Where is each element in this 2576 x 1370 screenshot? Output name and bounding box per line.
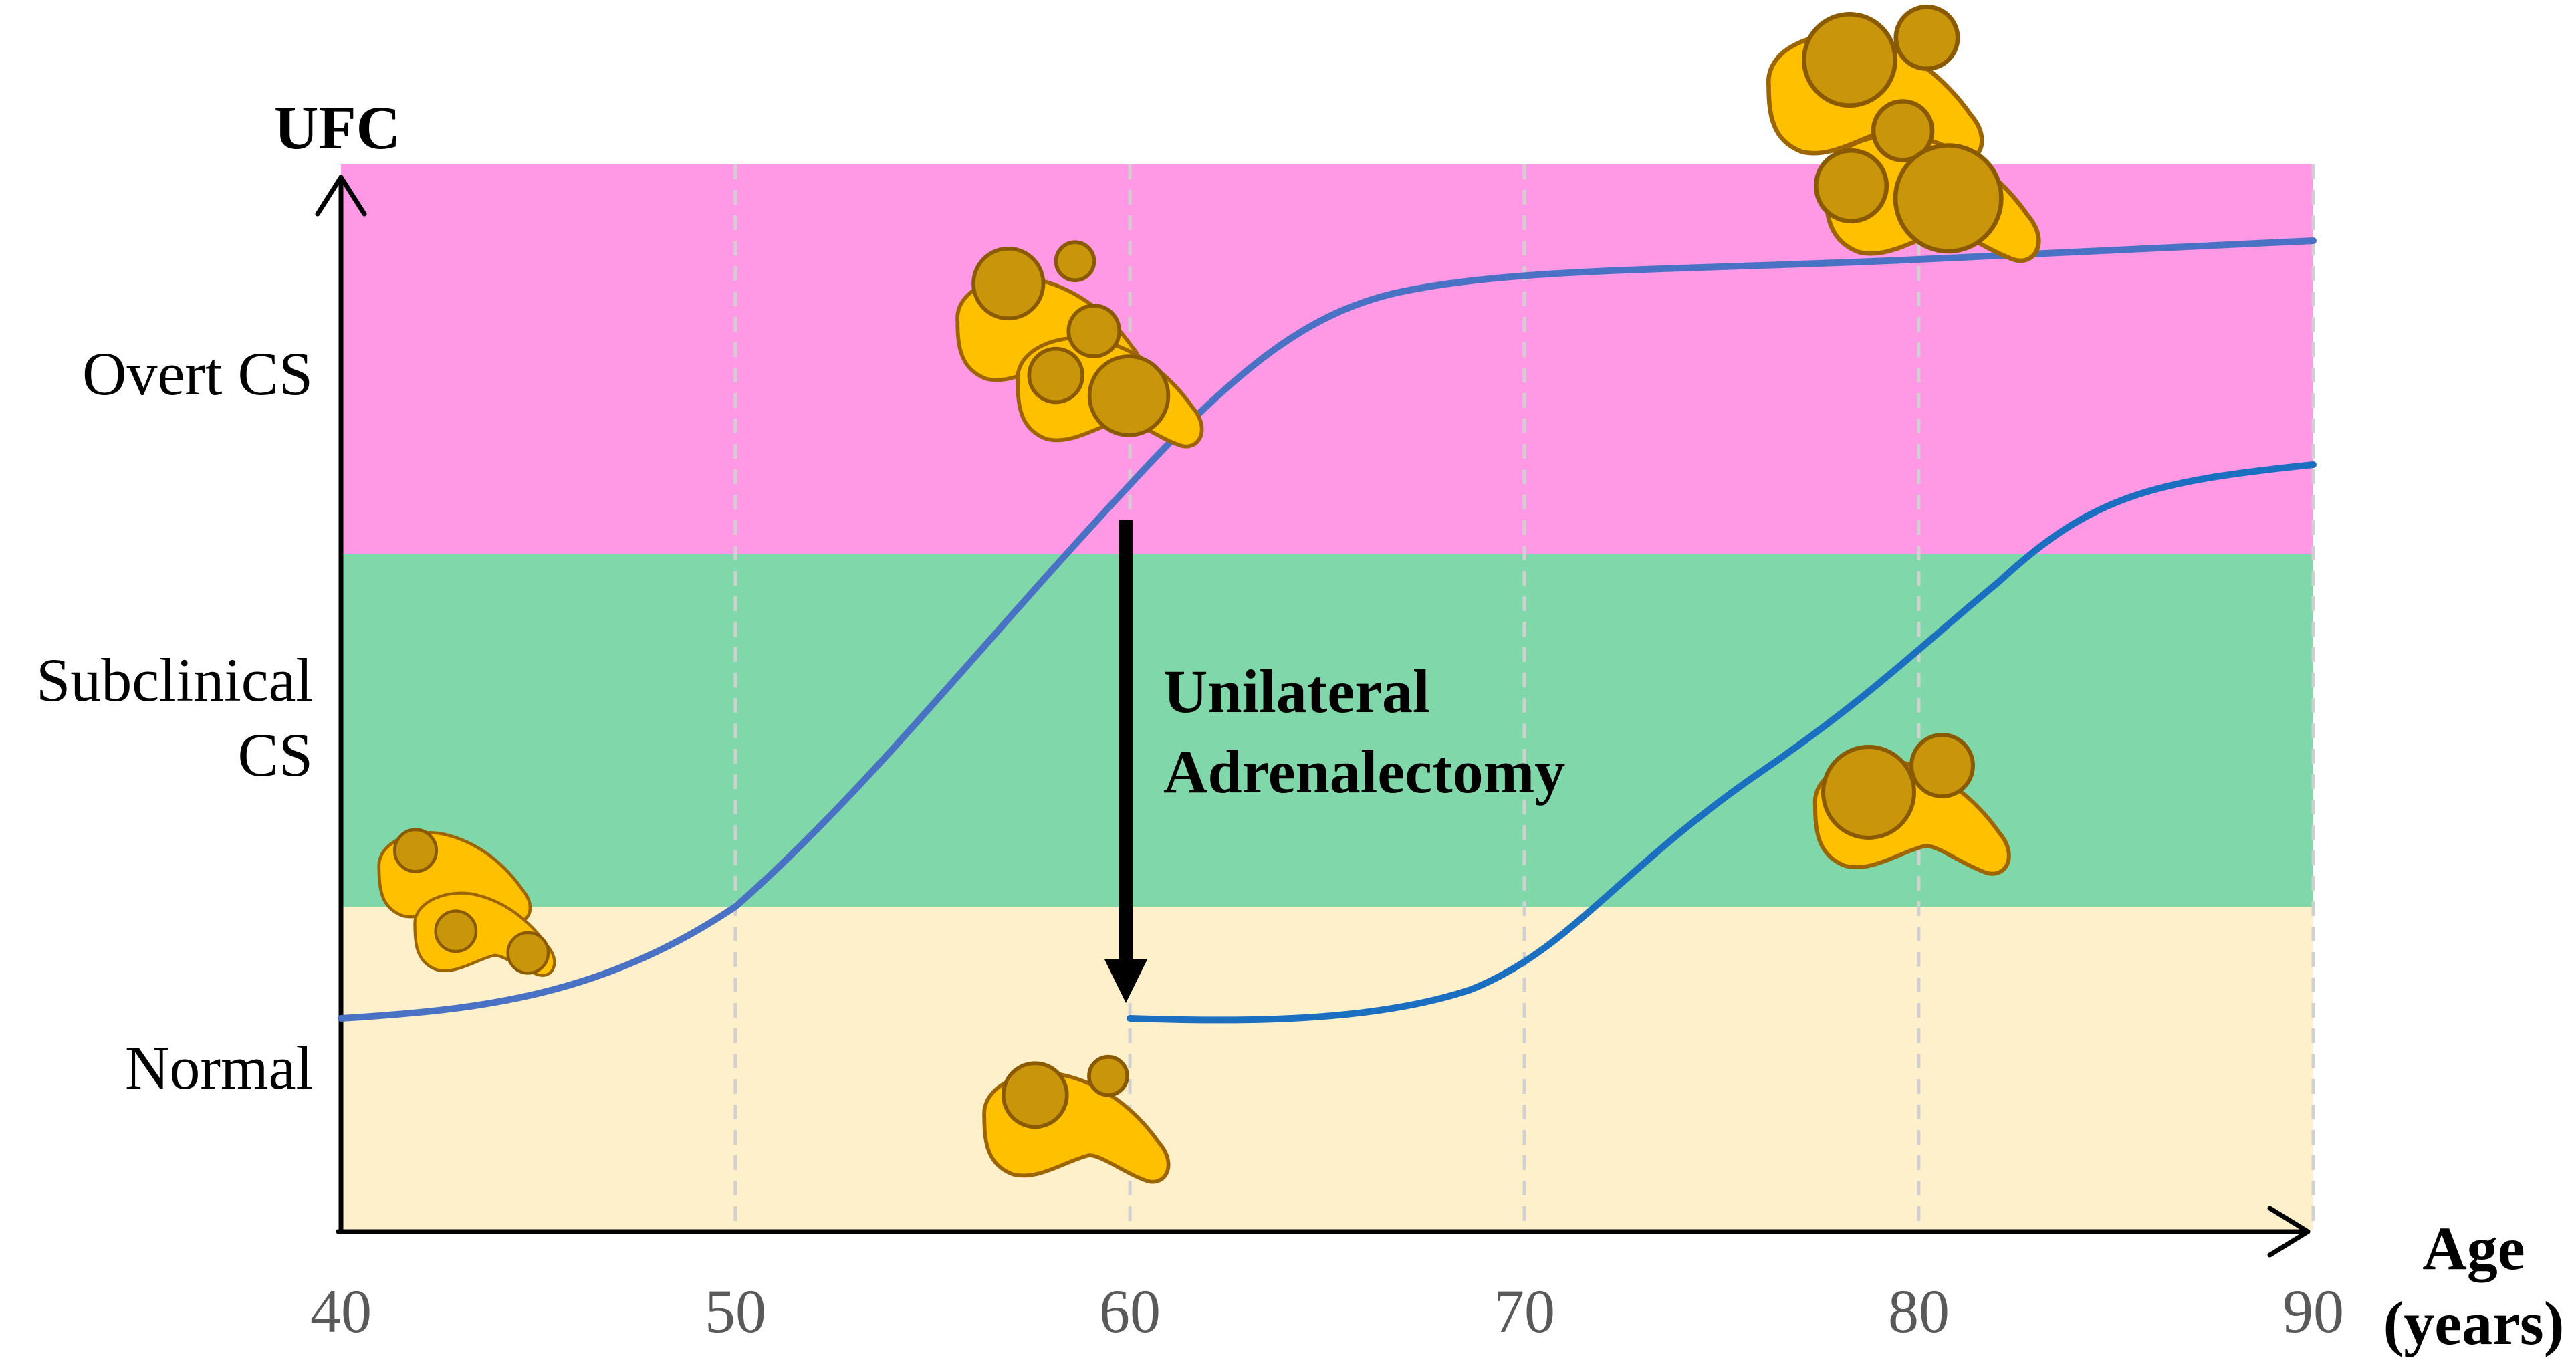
x-tick-90: 90 xyxy=(2282,1277,2344,1345)
adrenal-gland-icon xyxy=(957,240,1142,386)
zone-label-overt: Overt CS xyxy=(82,340,313,408)
curve-after-adrenalectomy xyxy=(1127,461,2317,1024)
zone-label-subclinical-2: CS xyxy=(237,721,313,789)
x-tick-70: 70 xyxy=(1494,1277,1555,1345)
adrenal-gland-icon xyxy=(415,893,554,976)
adrenalectomy-arrow xyxy=(1104,520,1147,1003)
annotation-line2: Adrenalectomy xyxy=(1163,737,1565,806)
annotation-line1: Unilateral xyxy=(1163,657,1430,725)
x-tick-40: 40 xyxy=(310,1277,372,1345)
adrenal-gland-icon xyxy=(1815,733,2009,874)
y-axis-arrow-icon xyxy=(315,175,367,217)
x-axis-label-line1: Age xyxy=(2422,1214,2525,1282)
zone-normal xyxy=(341,907,2313,1230)
zone-label-normal: Normal xyxy=(125,1034,313,1102)
x-tick-60: 60 xyxy=(1099,1277,1161,1345)
zone-subclinical-cs xyxy=(341,554,2313,907)
adrenal-gland-icon xyxy=(1018,304,1202,447)
y-axis-label: UFC xyxy=(274,94,400,162)
axes xyxy=(315,175,2311,1258)
x-axis-label-line2: (years) xyxy=(2383,1289,2565,1357)
x-axis-arrow-icon xyxy=(2267,1206,2311,1258)
adrenal-gland-icon xyxy=(984,1054,1169,1182)
arrowhead-icon xyxy=(1104,959,1147,1003)
adrenal-gland-icon xyxy=(1768,4,1982,160)
adrenal-gland-icon xyxy=(379,828,530,922)
adrenal-gland-icon xyxy=(1813,99,2038,261)
zone-label-subclinical-1: Subclinical xyxy=(36,646,313,714)
x-tick-50: 50 xyxy=(705,1277,766,1345)
x-tick-80: 80 xyxy=(1888,1277,1950,1345)
curve-untreated xyxy=(338,237,2317,1022)
